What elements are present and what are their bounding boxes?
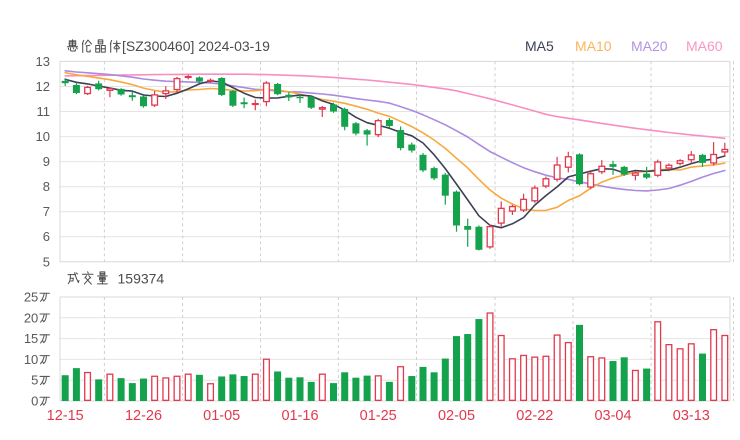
svg-text:MA60: MA60 <box>686 38 723 54</box>
svg-text:10: 10 <box>36 129 50 144</box>
svg-text:01-25: 01-25 <box>360 408 397 424</box>
svg-text:7: 7 <box>43 204 50 219</box>
svg-text:MA10: MA10 <box>575 38 612 54</box>
svg-text:6: 6 <box>43 229 50 244</box>
svg-text:8: 8 <box>43 179 50 194</box>
svg-text:MA5: MA5 <box>525 38 554 54</box>
svg-text:MA20: MA20 <box>631 38 668 54</box>
svg-text:159374: 159374 <box>118 271 165 287</box>
svg-text:03-04: 03-04 <box>594 408 631 424</box>
svg-text:12-26: 12-26 <box>125 408 162 424</box>
svg-text:5: 5 <box>43 254 50 269</box>
svg-text:02-05: 02-05 <box>438 408 475 424</box>
svg-text:[SZ300460] 2024-03-19: [SZ300460] 2024-03-19 <box>122 38 270 54</box>
svg-text:13: 13 <box>36 54 50 69</box>
svg-text:02-22: 02-22 <box>516 408 553 424</box>
svg-text:01-05: 01-05 <box>203 408 240 424</box>
svg-text:25: 25 <box>24 290 38 305</box>
svg-text:0: 0 <box>31 394 38 409</box>
svg-text:01-16: 01-16 <box>281 408 318 424</box>
svg-text:11: 11 <box>37 104 51 119</box>
svg-text:9: 9 <box>43 154 50 169</box>
svg-text:20: 20 <box>24 310 38 325</box>
svg-text:03-13: 03-13 <box>673 408 710 424</box>
svg-text:10: 10 <box>24 352 38 367</box>
svg-text:12: 12 <box>36 79 50 94</box>
svg-text:5: 5 <box>31 373 38 388</box>
svg-text:12-15: 12-15 <box>47 408 84 424</box>
svg-text:15: 15 <box>24 331 38 346</box>
